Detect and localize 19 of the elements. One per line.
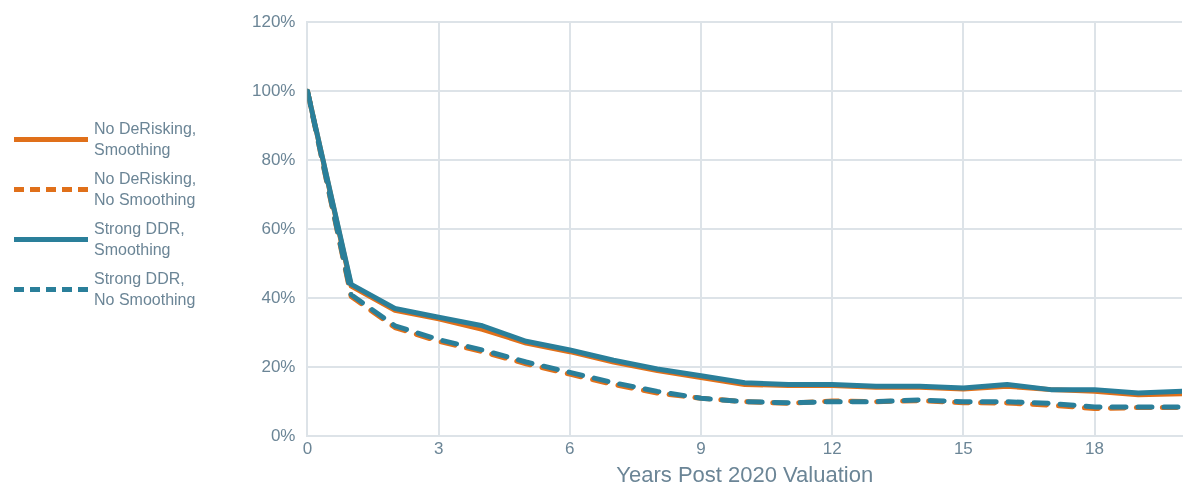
x-tick-label: 3	[433, 439, 444, 459]
x-axis-title: Years Post 2020 Valuation	[616, 461, 874, 487]
x-tick-label: 18	[1085, 439, 1105, 459]
y-tick-label: 120%	[252, 11, 296, 31]
y-tick-label: 20%	[261, 356, 296, 376]
y-tick-label: 40%	[261, 287, 296, 307]
x-tick-label: 9	[696, 439, 706, 459]
legend-label: Strong DDR, No Smoothing	[94, 269, 197, 310]
x-tick-label: 12	[822, 439, 842, 459]
legend-label: No DeRisking, No Smoothing	[94, 169, 198, 210]
legend-label: No DeRisking, Smoothing	[94, 119, 198, 160]
y-tick-label: 80%	[261, 149, 296, 169]
x-tick-label: 6	[565, 439, 575, 459]
y-tick-label: 100%	[252, 80, 296, 100]
x-tick-label: 0	[302, 439, 313, 459]
legend-label: Strong DDR, Smoothing	[94, 219, 186, 260]
y-tick-label: 0%	[270, 425, 296, 445]
y-tick-label: 60%	[261, 218, 296, 238]
x-tick-label: 15	[953, 439, 973, 459]
